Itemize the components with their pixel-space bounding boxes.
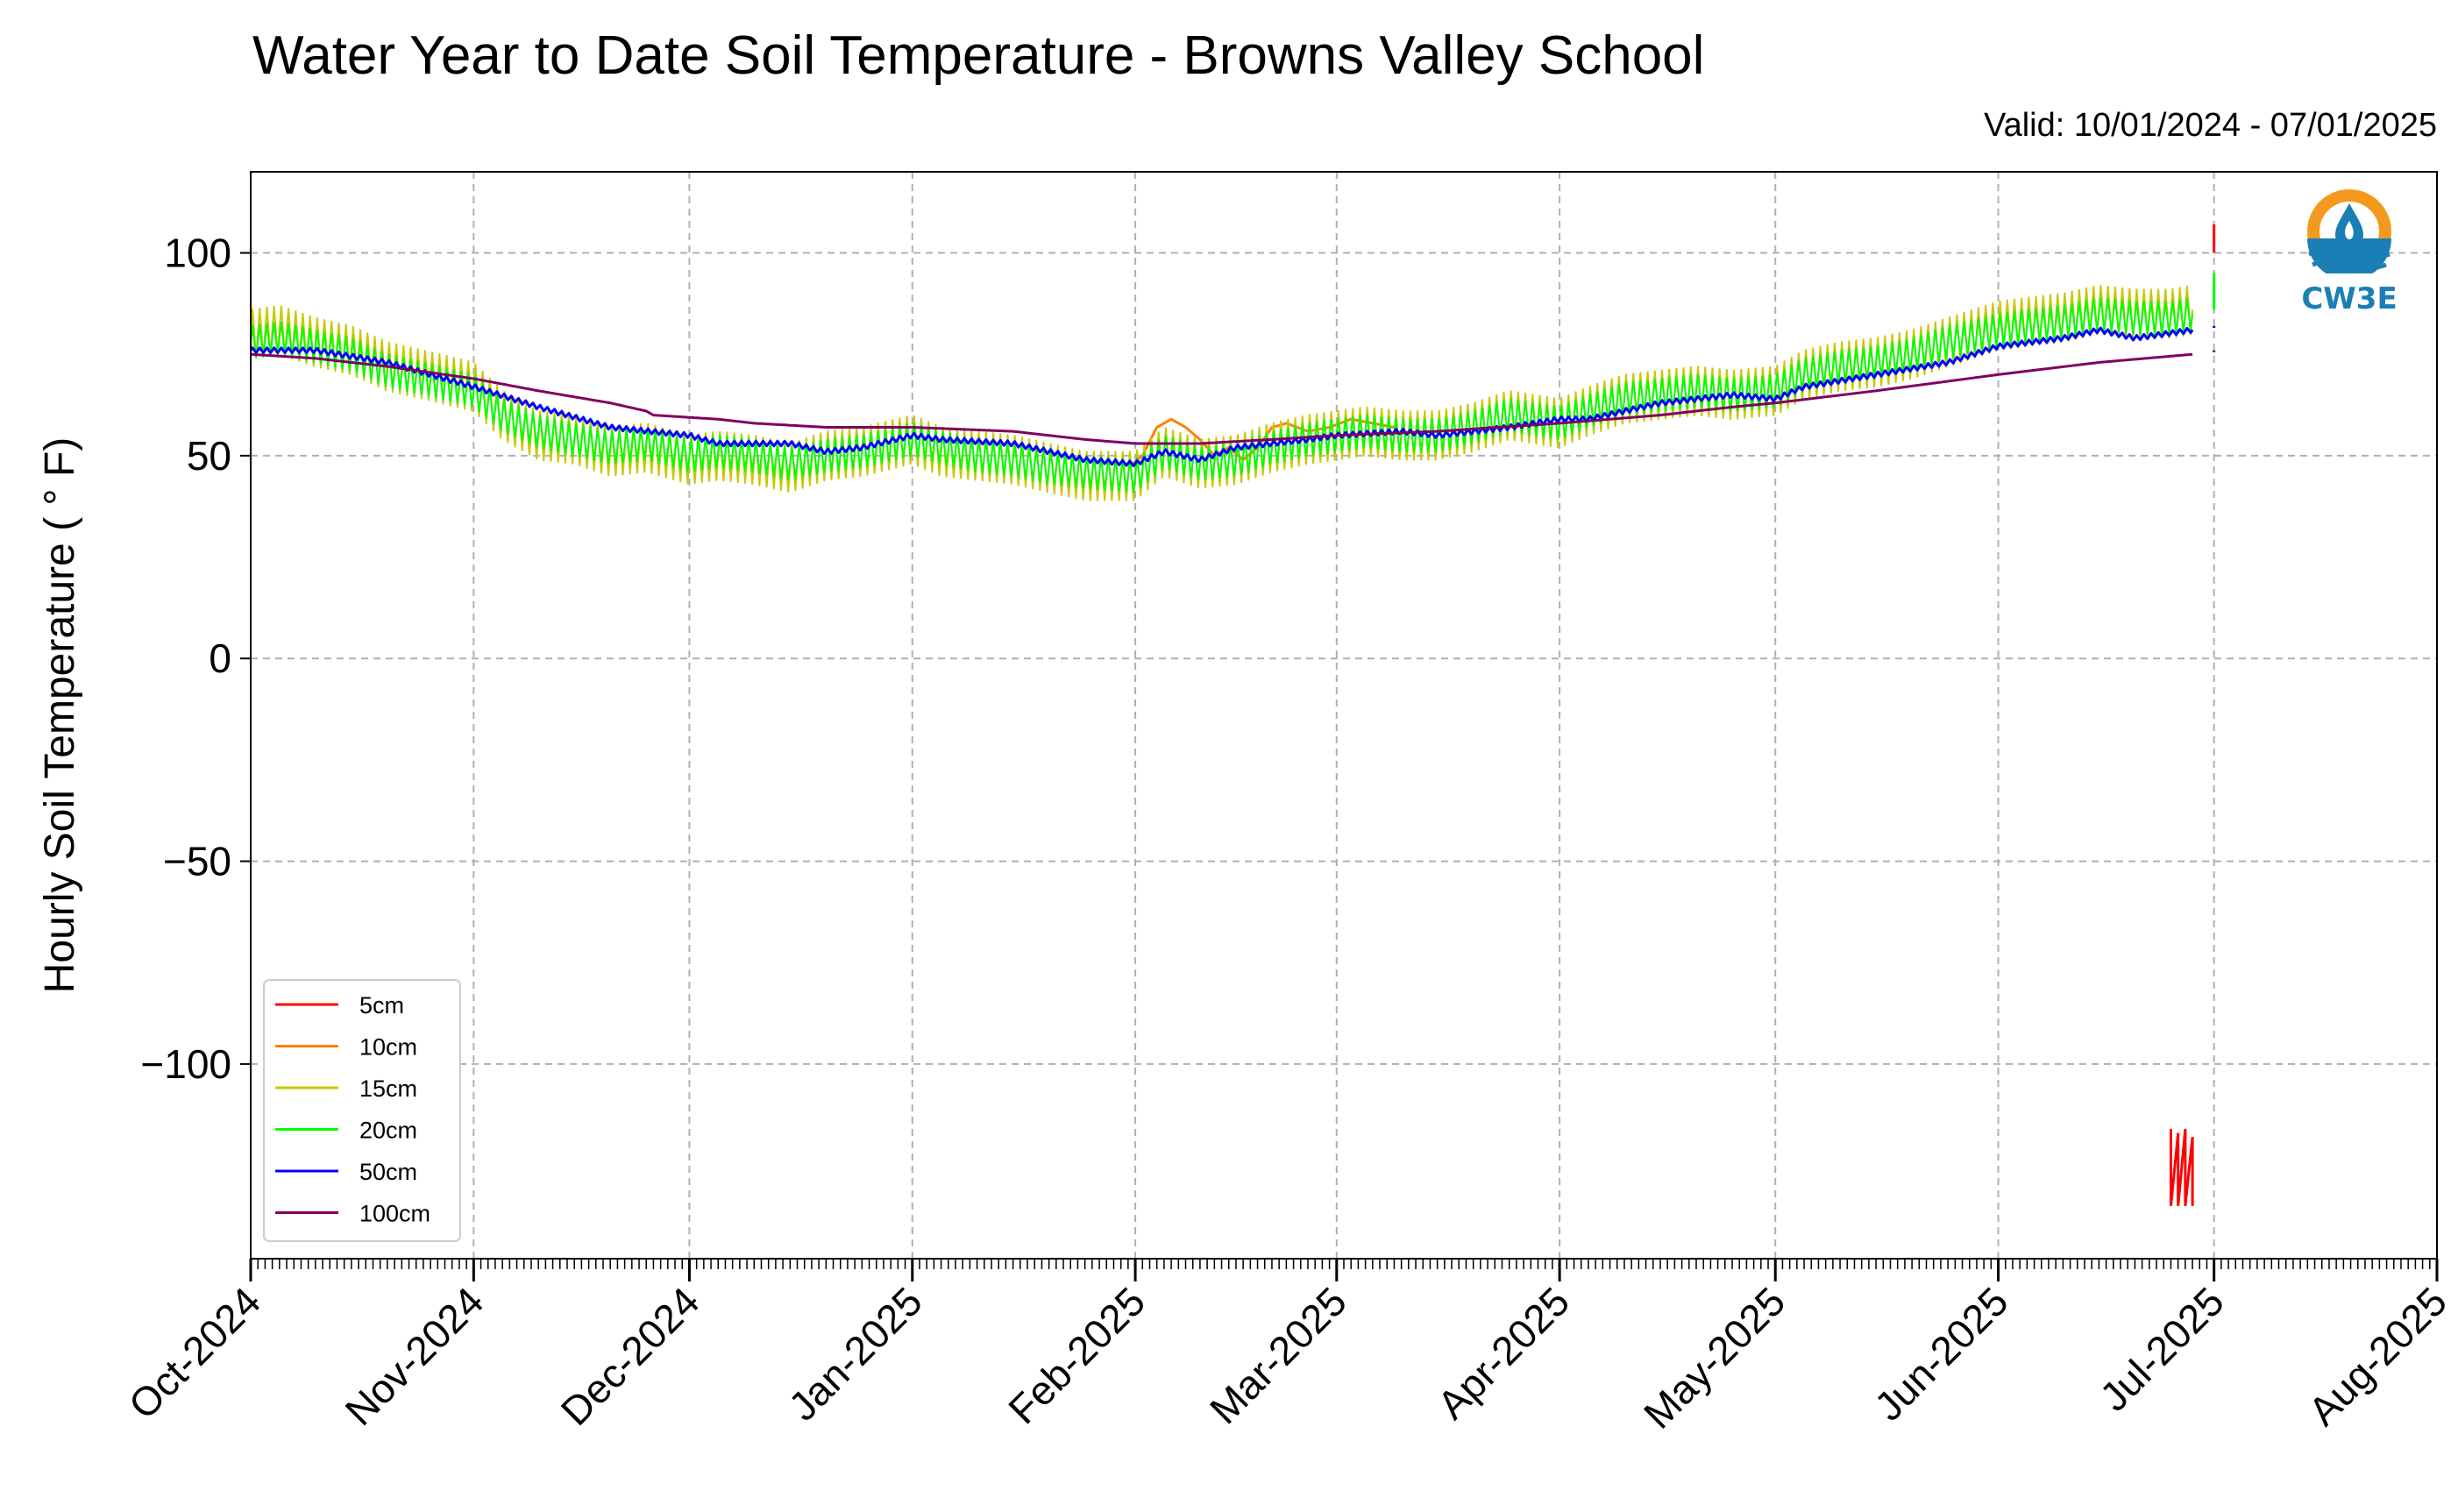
logo-text: CW3E <box>2301 281 2397 316</box>
chart-title: Water Year to Date Soil Temperature - Br… <box>252 25 1705 86</box>
flame-icon <box>2345 221 2354 239</box>
x-tick-label: Mar-2025 <box>1201 1278 1355 1432</box>
legend-label: 5cm <box>359 992 404 1019</box>
minor-ticks <box>250 1259 2438 1269</box>
y-axis: 100 50 0 −50 −100 <box>140 231 251 1087</box>
y-tick-label: −100 <box>140 1041 231 1087</box>
y-axis-label: Hourly Soil Temperature ( ° F) <box>37 437 83 994</box>
series-segment <box>2170 1128 2194 1207</box>
x-tick-label: Apr-2025 <box>1429 1278 1579 1428</box>
plot-frame <box>250 171 2438 1260</box>
x-tick-label: May-2025 <box>1635 1278 1794 1437</box>
series-layer <box>249 224 2216 1207</box>
y-tick-label: 0 <box>209 635 231 681</box>
cw3e-logo: CW3E <box>2301 189 2398 316</box>
legend-label: 15cm <box>359 1075 417 1102</box>
y-tick-label: 50 <box>187 433 231 479</box>
series-50cm <box>249 325 2216 468</box>
chart-subtitle: Valid: 10/01/2024 - 07/01/2025 <box>1984 107 2437 144</box>
x-tick-label: Jun-2025 <box>1865 1278 2016 1429</box>
x-tick-label: Dec-2024 <box>552 1278 708 1434</box>
series-100cm <box>250 350 2216 445</box>
legend-label: 10cm <box>359 1034 417 1061</box>
legend-label: 20cm <box>359 1118 417 1144</box>
legend-label: 100cm <box>359 1201 430 1227</box>
x-tick-label: Feb-2025 <box>999 1278 1154 1432</box>
legend-label: 50cm <box>359 1159 417 1185</box>
logo-waves <box>2308 248 2391 271</box>
gridlines <box>251 172 2437 1259</box>
series-5cm <box>2170 224 2216 1207</box>
y-tick-label: 100 <box>164 231 231 276</box>
series-line <box>250 296 2194 493</box>
y-tick-label: −50 <box>163 839 231 884</box>
series-line <box>249 326 2194 468</box>
x-tick-label: Aug-2025 <box>2299 1278 2455 1434</box>
x-tick-label: Oct-2024 <box>120 1278 270 1428</box>
x-tick-label: Jul-2025 <box>2091 1278 2233 1420</box>
series-line <box>250 352 2193 445</box>
legend: 5cm 10cm 15cm 20cm 50cm 100cm <box>263 979 461 1242</box>
x-axis: Oct-2024 Nov-2024 Dec-2024 Jan-2025 Feb-2025… <box>120 1259 2455 1437</box>
series-20cm <box>250 273 2216 493</box>
x-tick-label: Nov-2024 <box>337 1278 493 1434</box>
x-tick-label: Jan-2025 <box>779 1278 930 1429</box>
